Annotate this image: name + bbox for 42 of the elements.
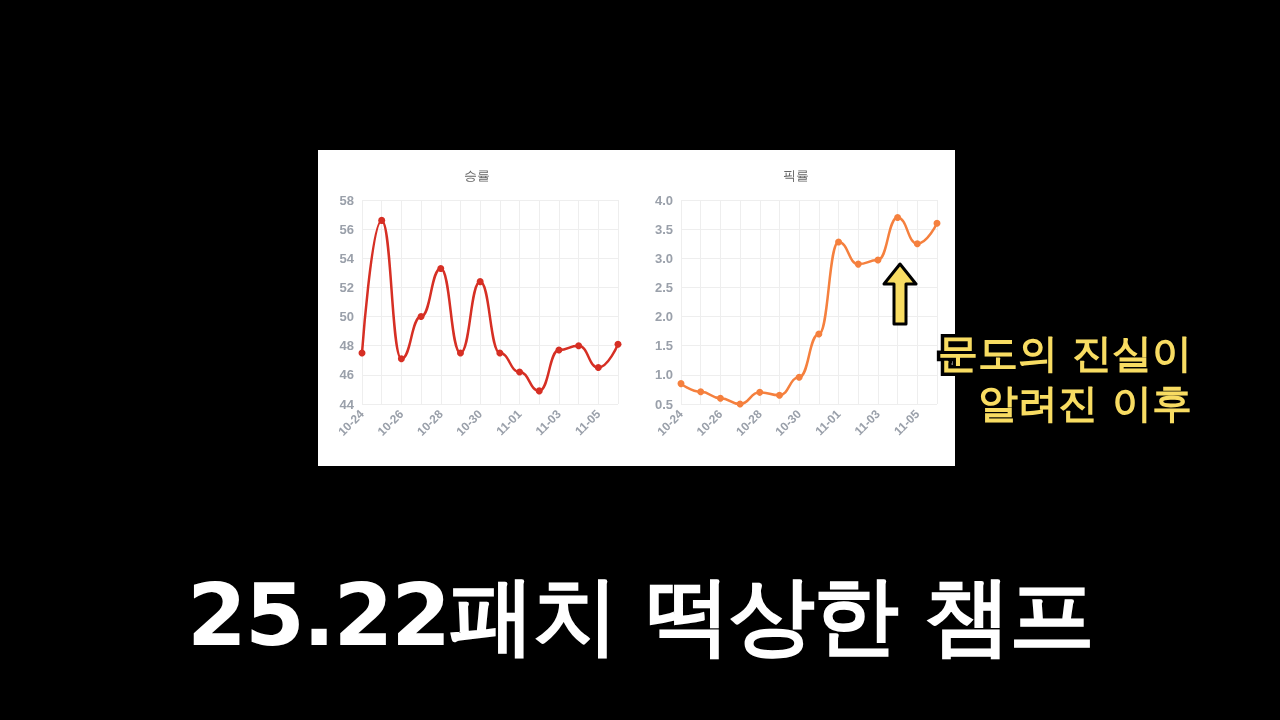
point <box>417 313 425 321</box>
y-tick-label: 1.0 <box>654 367 673 383</box>
point <box>378 216 386 224</box>
point <box>913 240 921 248</box>
point <box>594 364 602 372</box>
point <box>795 373 803 381</box>
point <box>756 388 764 396</box>
point <box>854 260 862 268</box>
point <box>575 342 583 350</box>
point <box>677 380 685 388</box>
y-tick-label: 3.0 <box>654 250 673 266</box>
y-tick-label: 46 <box>339 367 354 383</box>
point <box>894 213 902 221</box>
point <box>397 355 405 363</box>
point <box>815 330 823 338</box>
point <box>697 388 705 396</box>
y-tick-label: 52 <box>339 279 354 295</box>
point <box>516 368 524 376</box>
chart-title: 픽률 <box>783 168 809 183</box>
y-tick-label: 1.5 <box>654 338 673 354</box>
y-tick-label: 0.5 <box>654 396 673 412</box>
y-tick-label: 50 <box>339 309 354 325</box>
y-tick-label: 54 <box>339 250 355 266</box>
y-tick-label: 2.5 <box>654 279 673 295</box>
point <box>716 394 724 402</box>
point <box>775 391 783 399</box>
y-tick-label: 44 <box>339 396 355 412</box>
y-tick-label: 48 <box>339 338 354 354</box>
y-tick-label: 56 <box>339 221 354 237</box>
point <box>933 219 941 227</box>
point <box>835 238 843 246</box>
y-tick-label: 4.0 <box>654 192 673 208</box>
point <box>535 387 543 395</box>
y-tick-label: 3.5 <box>654 221 673 237</box>
point <box>456 349 464 357</box>
y-tick-label: 2.0 <box>654 309 673 325</box>
point <box>476 278 484 286</box>
chart-title: 승률 <box>464 168 490 183</box>
point <box>614 340 622 348</box>
text: 25.22패치 떡상한 챔프 <box>186 564 1094 667</box>
point <box>437 264 445 272</box>
y-tick-label: 58 <box>339 192 354 208</box>
